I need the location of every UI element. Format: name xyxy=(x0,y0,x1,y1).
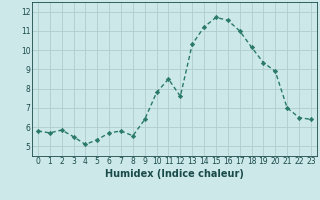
X-axis label: Humidex (Indice chaleur): Humidex (Indice chaleur) xyxy=(105,169,244,179)
